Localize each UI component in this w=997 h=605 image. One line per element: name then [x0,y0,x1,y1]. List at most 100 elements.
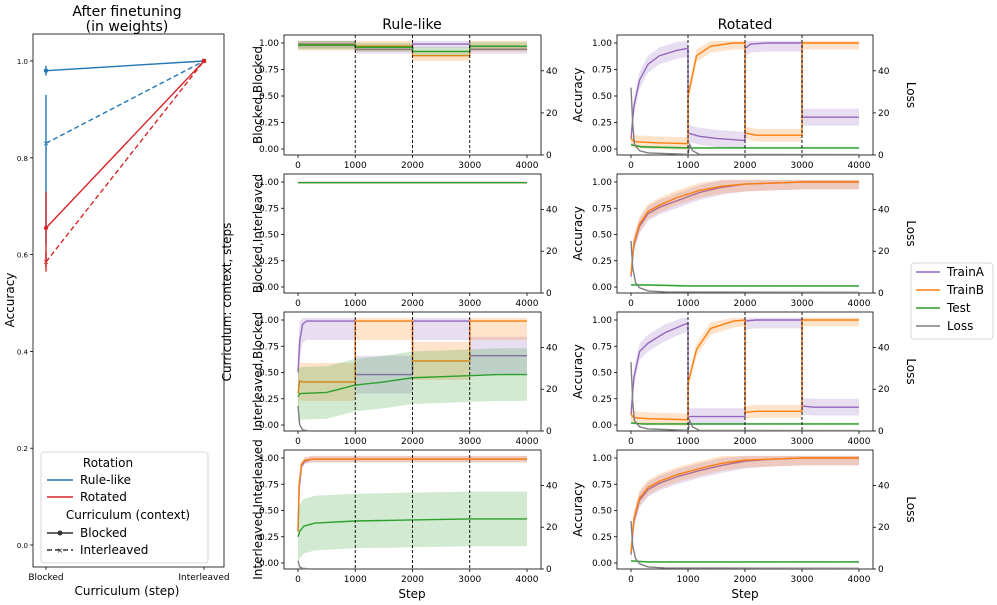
xtick-label: 2000 [734,299,757,309]
xtick-label: 0 [295,575,301,585]
panel-r1-c1: 0 1000 2000 3000 4000 0.00 0.25 0.50 0.75 1.00 0 20… [571,173,918,309]
column-title: Rule-like [382,17,442,33]
loss-ytick-label: 0 [878,565,884,575]
legend-context-title: Curriculum (context) [66,508,190,522]
loss-ytick-label: 40 [546,205,558,215]
loss-ylabel: Loss [904,496,918,522]
legend-rotation-item: Rotated [80,490,127,504]
ytick-label: 0.75 [259,66,279,76]
ytick-label: 0.50 [592,507,612,517]
xtick-label: 3000 [791,161,814,171]
loss-ytick-label: 40 [546,67,558,77]
ytick-label: 0.50 [259,92,279,102]
ytick-label: 1.00 [592,316,612,326]
ytick-label: 0.50 [592,369,612,379]
xtick-label: 2000 [401,161,424,171]
xlabel: Step [398,587,425,601]
band-traina [631,317,859,425]
accuracy-ylabel: Accuracy [571,68,585,123]
xtick-label: 2000 [401,437,424,447]
loss-ytick-label: 0 [878,427,884,437]
panel-r2-c1: 0 1000 2000 3000 4000 0.00 0.25 0.50 0.75 1.00 0 20… [571,311,918,447]
loss-ytick-label: 20 [546,247,558,257]
ytick-label: 0.00 [259,559,279,569]
line-trainb [297,458,527,532]
xtick-label: 1000 [344,437,367,447]
legend-context-item: Blocked [80,526,127,540]
xtick-label: 2000 [734,575,757,585]
line-test [630,144,859,149]
left-marker-circle [43,225,49,231]
xtick-label: 1000 [344,161,367,171]
xtick-label: 4000 [516,161,539,171]
ytick-label: 0.00 [259,283,279,293]
left-series-line [45,60,205,72]
loss-ytick-label: 40 [546,343,558,353]
left-ytick-label: 0.6 [17,252,29,260]
xtick-label: 1000 [677,299,700,309]
band-traina [631,40,859,149]
ytick-label: 1.00 [592,454,612,464]
xtick-label: 2000 [401,299,424,309]
ytick-label: 0.00 [259,421,279,431]
left-ytick-label: 0.4 [17,348,29,356]
xtick-label: 1000 [344,299,367,309]
loss-ytick-label: 40 [546,481,558,491]
loss-ytick-label: 0 [878,151,884,161]
xtick-label: 4000 [848,437,871,447]
xtick-label: 3000 [791,575,814,585]
left-series-line [45,60,205,229]
line-test [630,560,859,563]
line-test [630,422,859,425]
line-loss [297,405,310,432]
xtick-label: 0 [295,161,301,171]
left-ytick-label: 0.8 [17,155,28,163]
left-series-line [45,60,205,144]
loss-ytick-label: 0 [878,289,884,299]
xtick-label: 4000 [516,575,539,585]
left-ytick-label: 0.0 [17,542,28,550]
ytick-label: 0.50 [592,92,612,102]
loss-ytick-label: 20 [546,109,558,119]
legend-item-loss: Loss [947,319,973,333]
xtick-label: 3000 [458,161,481,171]
line-trainb [630,42,859,145]
loss-ylabel: Loss [904,358,918,384]
xtick-label: 2000 [734,161,757,171]
right-legend-box [910,262,994,340]
xtick-label: 1000 [344,575,367,585]
left-marker-circle [201,58,207,64]
panel-r3-c0: 0 1000 2000 3000 4000 0.00 0.25 0.50 0.75 1.00 0 20… [251,439,558,585]
left-chart-title: After finetuning [72,4,181,20]
panel-r0-c0: 0 1000 2000 3000 4000 0.00 0.25 0.50 0.75 1.00 0 20… [251,34,558,171]
xtick-label: 0 [628,575,634,585]
left-xtick-label: Interleaved [178,573,229,583]
panel-frame [616,449,874,570]
left-xtick-label: Blocked [28,573,63,583]
ytick-label: 0.25 [259,119,279,129]
left-xlabel: Curriculum (step) [75,584,180,598]
accuracy-ylabel: Accuracy [571,482,585,537]
xtick-label: 3000 [791,437,814,447]
loss-ytick-label: 20 [878,247,890,257]
line-loss [630,520,860,570]
loss-ytick-label: 20 [878,385,890,395]
ytick-label: 0.50 [592,231,612,241]
ytick-label: 1.00 [259,178,279,188]
loss-ytick-label: 20 [546,523,558,533]
ytick-label: 0.25 [592,119,612,129]
left-chart-title: (in weights) [86,19,169,35]
legend-item-traina: TrainA [946,265,985,279]
ytick-label: 0.75 [592,342,612,352]
accuracy-ylabel: Accuracy [571,206,585,261]
row-label: Blocked,Interleaved [251,174,265,293]
ytick-label: 0.50 [259,369,279,379]
ytick-label: 0.75 [259,204,279,214]
panel-frame [283,449,542,570]
line-test [297,373,527,397]
ytick-label: 0.00 [592,283,612,293]
row-label: Interleaved,Interleaved [251,439,265,580]
shared-ylabel: Curriculum: context, steps [220,223,234,382]
panel-r1-c0: 0 1000 2000 3000 4000 0.00 0.25 0.50 0.75 1.00 0 20… [251,173,558,309]
left-ylabel: Accuracy [3,273,17,328]
